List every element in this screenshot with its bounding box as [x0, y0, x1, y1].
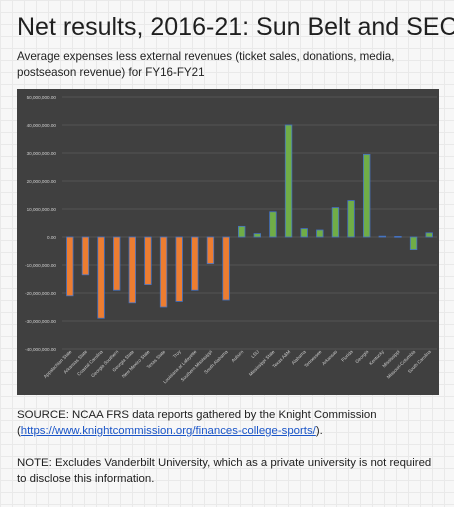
gridlines: [62, 96, 437, 350]
source-prefix: SOURCE: NCAA FRS data reports gathered b…: [17, 409, 377, 437]
bar: [66, 236, 74, 297]
bar: [253, 233, 261, 238]
bar: [81, 236, 90, 276]
bar: [347, 200, 355, 238]
bar: [284, 124, 293, 238]
bar: [97, 236, 105, 319]
y-tick-label: 30,000,000.00: [27, 151, 57, 156]
bar: [113, 236, 121, 291]
bar: [175, 236, 183, 302]
bar: [269, 211, 277, 238]
source-note: SOURCE: NCAA FRS data reports gathered b…: [17, 407, 442, 439]
y-tick-label: -20,000,000.00: [25, 291, 56, 296]
y-tick-label: 50,000,000.00: [27, 95, 57, 100]
y-tick-label: 10,000,000.00: [27, 207, 57, 212]
bar: [191, 236, 199, 291]
x-tick-label: LSU: [250, 349, 260, 359]
y-tick-label: -40,000,000.00: [25, 347, 56, 352]
bar: [159, 236, 168, 308]
source-link[interactable]: https://www.knightcommission.org/finance…: [20, 425, 316, 437]
bar: [316, 229, 324, 238]
y-tick-label: -30,000,000.00: [25, 319, 56, 324]
exclusion-note: NOTE: Excludes Vanderbilt University, wh…: [17, 457, 432, 485]
page-title: Net results, 2016-21: Sun Belt and SEC: [17, 13, 454, 41]
source-suffix: ).: [315, 425, 323, 437]
bar: [222, 236, 230, 301]
bar: [425, 232, 433, 238]
bar-chart: 50,000,000.00 40,000,000.00 30,000,000.00 2…: [17, 89, 439, 395]
bar: [128, 236, 136, 304]
y-tick-label: 0.00: [47, 235, 56, 240]
bar: [363, 154, 371, 238]
y-tick-label: 20,000,000.00: [27, 179, 57, 184]
bars: [66, 124, 433, 319]
bar: [238, 225, 246, 238]
y-tick-label: 40,000,000.00: [27, 123, 57, 128]
bar: [331, 207, 340, 238]
bar: [144, 236, 152, 285]
y-tick-label: -10,000,000.00: [25, 263, 56, 268]
y-axis-tick-labels: 50,000,000.00 40,000,000.00 30,000,000.00 2…: [25, 95, 56, 352]
bar: [300, 228, 308, 238]
x-tick-label: Troy: [172, 349, 182, 359]
chart-container: 50,000,000.00 40,000,000.00 30,000,000.00 2…: [17, 89, 439, 395]
bar: [206, 236, 215, 265]
bar: [409, 236, 418, 251]
bar: [394, 236, 402, 238]
bar: [378, 235, 386, 238]
page-subtitle: Average expenses less external revenues …: [17, 50, 395, 79]
